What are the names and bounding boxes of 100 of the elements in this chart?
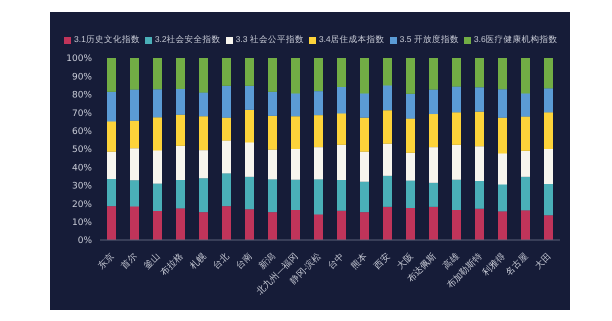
bar [406, 180, 415, 208]
bar [544, 112, 553, 149]
bar [314, 147, 323, 180]
x-tick-label: 台中 [326, 251, 346, 272]
bar [153, 211, 162, 240]
bar [360, 152, 369, 182]
x-tick-label: 大阪 [394, 251, 416, 272]
legend-label: 3.2社会安全指数 [154, 34, 221, 46]
bar [498, 58, 507, 90]
bar [199, 178, 208, 212]
bar [245, 209, 254, 240]
bar [383, 176, 392, 207]
bar [245, 142, 254, 177]
bar [383, 144, 392, 176]
bar [107, 152, 116, 180]
bar [521, 176, 530, 210]
bar [337, 114, 346, 145]
bar [406, 208, 415, 240]
bar [291, 210, 300, 240]
bar [337, 180, 346, 211]
bar [360, 58, 369, 94]
bar [475, 112, 484, 146]
bar [199, 116, 208, 150]
bar [222, 206, 231, 240]
bar [222, 86, 231, 118]
bar [245, 110, 254, 142]
y-tick-label: 80% [72, 90, 92, 101]
y-tick-label: 90% [72, 72, 92, 82]
bar [406, 94, 415, 119]
x-tick-label: 台南 [234, 251, 254, 272]
bar [245, 176, 254, 210]
bar [153, 184, 162, 212]
bar [360, 118, 369, 152]
bar [176, 88, 185, 115]
legend-label: 3.3 社会公平指数 [234, 34, 304, 46]
bar [130, 180, 139, 207]
bar [268, 212, 277, 240]
bar [498, 118, 507, 154]
bar [475, 208, 484, 240]
bar [544, 215, 553, 240]
bar [475, 181, 484, 209]
bar [383, 206, 392, 240]
bar [268, 116, 277, 150]
bar [337, 210, 346, 240]
legend-label: 3.5 开放度指数 [398, 34, 459, 46]
x-tick-label: 布拉格 [158, 251, 186, 278]
bar [222, 118, 231, 141]
bar [107, 179, 116, 206]
bar [337, 86, 346, 114]
bar [176, 114, 185, 146]
bar [475, 87, 484, 112]
bar [544, 88, 553, 112]
bar [291, 58, 300, 94]
bar [383, 85, 392, 110]
bar [291, 180, 300, 210]
legend-label: 3.1历史文化指数 [73, 34, 140, 46]
bar [429, 58, 438, 90]
bar [199, 150, 208, 178]
y-tick-label: 10% [72, 218, 92, 228]
bar [406, 118, 415, 153]
bar [452, 210, 461, 240]
bar [176, 208, 185, 240]
bar [383, 58, 392, 86]
bar [521, 58, 530, 94]
x-tick-label: 西安 [372, 251, 392, 272]
bar [245, 58, 254, 86]
bar [544, 149, 553, 184]
bar [176, 58, 185, 89]
x-tick-label: 台北 [210, 251, 232, 272]
x-tick-label: 大田 [532, 251, 554, 272]
bar [314, 214, 323, 240]
bar [130, 206, 139, 240]
bar [429, 114, 438, 148]
y-tick-label: 20% [72, 200, 92, 210]
bar [475, 146, 484, 182]
bar [452, 180, 461, 210]
bar [521, 116, 530, 151]
bar [521, 210, 530, 240]
bar [521, 150, 530, 177]
x-tick-label: 札幌 [188, 251, 208, 272]
legend-label: 3.4居住成本指数 [318, 34, 385, 46]
bar [498, 184, 507, 212]
bar [268, 92, 277, 116]
bar [429, 147, 438, 183]
bar [406, 58, 415, 94]
bar [222, 173, 231, 206]
x-tick-label: 熊本 [348, 251, 370, 272]
bar [130, 58, 139, 90]
bar [498, 211, 507, 240]
bar [360, 93, 369, 118]
bar [337, 144, 346, 180]
bar [153, 58, 162, 90]
bar [452, 144, 461, 180]
bar [199, 92, 208, 116]
bar [521, 93, 530, 117]
bar [452, 112, 461, 145]
bar [429, 206, 438, 240]
bar [360, 182, 369, 212]
bar [199, 212, 208, 240]
bar [222, 58, 231, 86]
